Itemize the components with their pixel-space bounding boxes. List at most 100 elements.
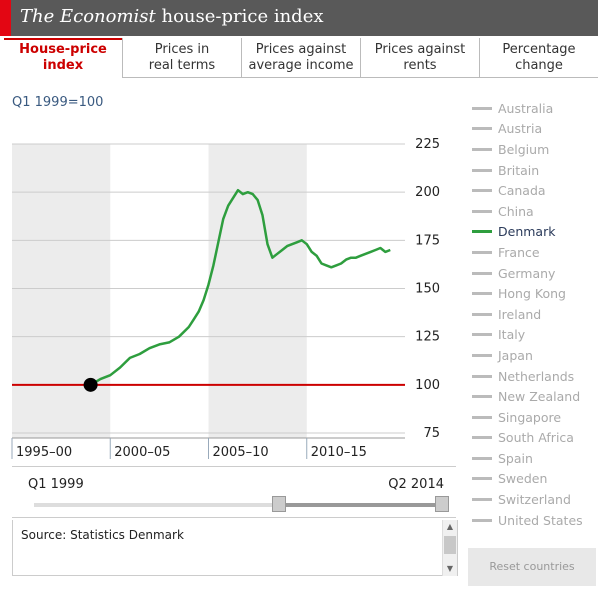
source-scrollbar[interactable]: ▲ ▼	[442, 520, 457, 576]
y-tick-label: 75	[423, 426, 440, 441]
y-tick-label: 175	[415, 233, 440, 248]
start-marker	[83, 377, 98, 392]
country-label: Ireland	[498, 306, 542, 322]
tab-prices-against-income[interactable]: Prices against average income	[241, 38, 360, 78]
country-switzerland[interactable]: Switzerland	[472, 489, 600, 510]
date-range-slider: Q1 1999 Q2 2014	[12, 466, 456, 518]
base-label: Q1 1999=100	[12, 95, 104, 110]
country-ireland[interactable]: Ireland	[472, 304, 600, 325]
legend-swatch	[472, 292, 492, 296]
legend-swatch	[472, 106, 492, 110]
y-tick-label: 100	[415, 378, 440, 393]
country-label: Australia	[498, 100, 554, 116]
country-label: Spain	[498, 450, 533, 466]
country-japan[interactable]: Japan	[472, 345, 600, 366]
legend-swatch	[472, 127, 492, 131]
header-bar: The Economist house-price index	[0, 0, 598, 36]
country-label: Germany	[498, 265, 556, 281]
country-britain[interactable]: Britain	[472, 160, 600, 181]
slider-end-handle[interactable]	[435, 496, 449, 512]
country-france[interactable]: France	[472, 242, 600, 263]
country-list: Australia Austria Belgium Britain Canada Chin…	[472, 98, 600, 530]
country-label: Austria	[498, 121, 543, 137]
scroll-down-icon[interactable]: ▼	[446, 564, 454, 573]
country-canada[interactable]: Canada	[472, 180, 600, 201]
legend-swatch	[472, 436, 492, 440]
tab-percentage-change[interactable]: Percentage change	[479, 38, 598, 78]
title-italic: The Economist	[20, 6, 156, 27]
legend-swatch	[472, 168, 492, 172]
country-label: Italy	[498, 327, 526, 343]
legend-swatch	[472, 456, 492, 460]
country-australia[interactable]: Australia	[472, 98, 600, 119]
x-tick-label: 2010–15	[311, 445, 367, 460]
country-label: Sweden	[498, 471, 548, 487]
country-hong-kong[interactable]: Hong Kong	[472, 283, 600, 304]
slider-end-label: Q2 2014	[388, 477, 444, 492]
legend-swatch	[472, 230, 492, 234]
legend-swatch	[472, 189, 492, 193]
header-accent	[0, 0, 11, 36]
period-band-1	[208, 144, 307, 438]
country-germany[interactable]: Germany	[472, 263, 600, 284]
legend-swatch	[472, 250, 492, 254]
country-label: France	[498, 244, 540, 260]
country-label: Belgium	[498, 141, 550, 157]
country-sweden[interactable]: Sweden	[472, 469, 600, 490]
country-new-zealand[interactable]: New Zealand	[472, 386, 600, 407]
y-tick-label: 125	[415, 330, 440, 345]
legend-swatch	[472, 518, 492, 522]
legend-swatch	[472, 477, 492, 481]
country-denmark[interactable]: Denmark	[472, 222, 600, 243]
source-box: Source: Statistics Denmark ▲ ▼	[12, 520, 458, 576]
country-italy[interactable]: Italy	[472, 325, 600, 346]
source-text: Source: Statistics Denmark	[21, 528, 184, 542]
reset-countries-button[interactable]: Reset countries	[468, 548, 596, 586]
legend-swatch	[472, 333, 492, 337]
country-label: New Zealand	[498, 389, 581, 405]
slider-range-fill	[278, 503, 442, 507]
country-label: Canada	[498, 183, 546, 199]
x-tick-label: 2005–10	[213, 445, 269, 460]
legend-swatch	[472, 415, 492, 419]
period-band-0	[12, 144, 111, 438]
series-line-denmark	[89, 188, 391, 386]
slider-start-label: Q1 1999	[28, 477, 84, 492]
line-chart: 225 200 175 150 125 100 75 1995–00 2000–05 2005–1…	[11, 137, 440, 460]
country-label: Netherlands	[498, 368, 575, 384]
tab-prices-real-terms[interactable]: Prices in real terms	[122, 38, 241, 78]
country-china[interactable]: China	[472, 201, 600, 222]
country-austria[interactable]: Austria	[472, 119, 600, 140]
y-tick-label: 225	[415, 137, 440, 152]
page-title: The Economist house-price index	[20, 6, 324, 27]
legend-swatch	[472, 395, 492, 399]
country-united-states[interactable]: United States	[472, 510, 600, 531]
slider-start-handle[interactable]	[271, 496, 286, 512]
country-netherlands[interactable]: Netherlands	[472, 366, 600, 387]
x-tick-label: 2000–05	[114, 445, 170, 460]
y-tick-label: 150	[415, 282, 440, 297]
legend-swatch	[472, 374, 492, 378]
country-label: China	[498, 203, 534, 219]
scroll-up-icon[interactable]: ▲	[446, 522, 454, 531]
country-label: Switzerland	[498, 492, 571, 508]
title-rest: house-price index	[155, 6, 324, 27]
country-singapore[interactable]: Singapore	[472, 407, 600, 428]
legend-swatch	[472, 271, 492, 275]
slider-track[interactable]	[34, 496, 449, 512]
country-label: Hong Kong	[498, 286, 566, 302]
legend-swatch	[472, 353, 492, 357]
country-label: Britain	[498, 162, 540, 178]
x-tick-label: 1995–00	[16, 445, 72, 460]
tab-prices-against-rents[interactable]: Prices against rents	[360, 38, 479, 78]
legend-swatch	[472, 209, 492, 213]
legend-swatch	[472, 498, 492, 502]
scroll-thumb[interactable]	[444, 536, 456, 554]
country-belgium[interactable]: Belgium	[472, 139, 600, 160]
country-spain[interactable]: Spain	[472, 448, 600, 469]
y-tick-label: 200	[415, 185, 440, 200]
country-south-africa[interactable]: South Africa	[472, 428, 600, 449]
tab-house-price-index[interactable]: House-price index	[4, 38, 122, 78]
country-label: South Africa	[498, 430, 574, 446]
legend-swatch	[472, 312, 492, 316]
